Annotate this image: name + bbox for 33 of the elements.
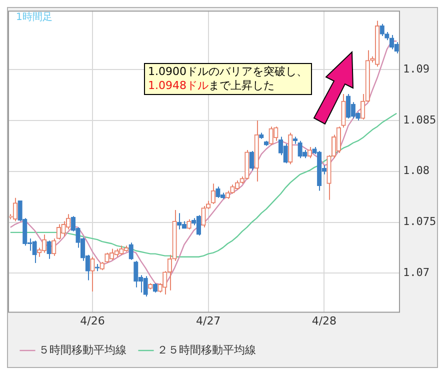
annotation: 1.0900ドルのバリアを突破し、 <box>148 65 308 79</box>
x-tick-label: 4/26 <box>80 314 105 328</box>
candlestick <box>196 214 202 236</box>
candlestick <box>52 238 56 256</box>
candlestick <box>210 183 216 204</box>
candlestick <box>42 234 47 254</box>
candlestick <box>46 240 52 260</box>
candlestick <box>186 218 192 230</box>
candlestick <box>90 256 95 292</box>
candlestick <box>346 94 351 119</box>
y-tick-label: 1.08 <box>403 164 430 178</box>
y-tick-label: 1.07 <box>403 266 430 279</box>
candlestick <box>234 180 240 190</box>
y-tick-label: 1.085 <box>403 113 436 126</box>
candlestick <box>336 126 341 154</box>
candlestick <box>56 224 62 240</box>
candlestick <box>307 146 312 159</box>
candlestick <box>380 23 384 37</box>
legend-label: ２５時間移動平均線 <box>157 343 256 356</box>
x-tick-label: 4/27 <box>196 314 221 328</box>
candlestick <box>12 197 18 222</box>
annotation: 1時間足 <box>16 10 52 24</box>
x-tick-label: 4/28 <box>312 314 337 328</box>
annotation: まで上昇した <box>208 79 274 92</box>
candlestick <box>341 94 346 128</box>
candlestick <box>152 282 158 293</box>
legend-label: ５時間移動平均線 <box>38 343 126 356</box>
y-tick-label: 1.075 <box>403 215 436 228</box>
candlestick <box>128 242 134 260</box>
annotation: 1.0948ドル <box>148 79 208 92</box>
y-tick-label: 1.09 <box>403 62 430 76</box>
candlestick <box>249 150 254 171</box>
candlestick <box>389 34 394 50</box>
